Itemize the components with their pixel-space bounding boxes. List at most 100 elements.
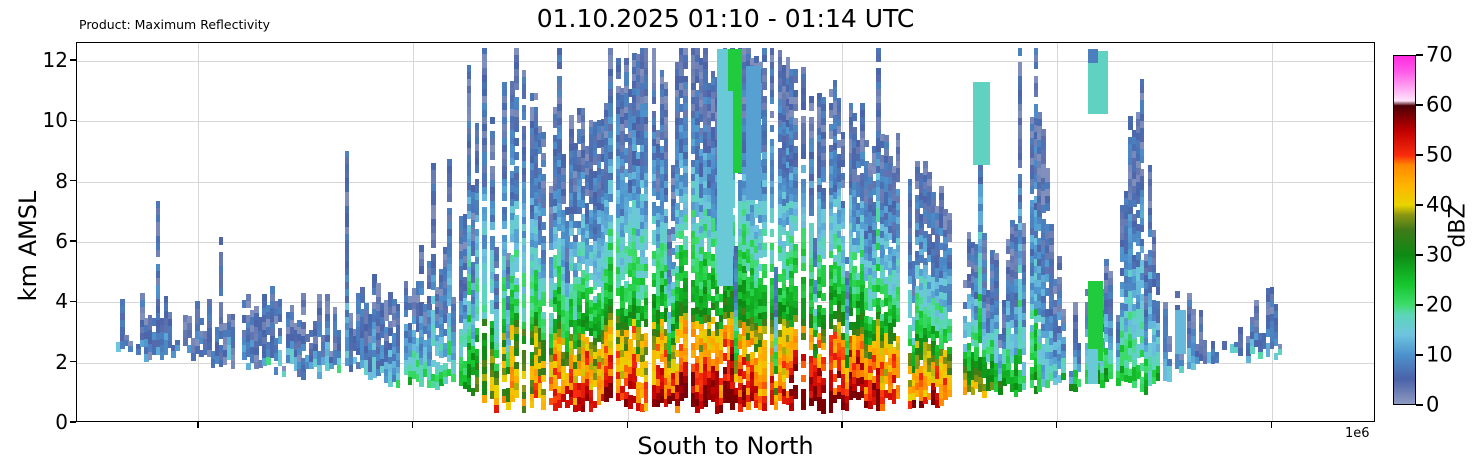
heatmap-cell (553, 163, 558, 171)
heatmap-cell (584, 188, 590, 197)
heatmap-cell (769, 215, 775, 224)
heatmap-cell (931, 298, 936, 306)
heatmap-cell (482, 263, 488, 271)
heatmap-cell (710, 176, 716, 184)
heatmap-cell (592, 136, 598, 144)
heatmap-cell (872, 383, 877, 391)
heatmap-cell (683, 166, 688, 174)
heatmap-cell (427, 330, 432, 339)
heatmap-cell (698, 317, 704, 325)
heatmap-cell (262, 336, 267, 345)
heatmap-cell (565, 248, 570, 256)
heatmap-cell (521, 259, 527, 267)
heatmap-cell (915, 181, 921, 189)
heatmap-cell (750, 197, 755, 206)
heatmap-cell (809, 243, 814, 252)
heatmap-cell (541, 173, 547, 182)
heatmap-cell (600, 386, 606, 395)
heatmap-cell (262, 351, 267, 360)
heatmap-cell (852, 148, 858, 156)
heatmap-cell (939, 277, 944, 286)
heatmap-cell (931, 347, 936, 356)
heatmap-cell (742, 392, 747, 401)
heatmap-cell (120, 298, 125, 307)
heatmap-cell (895, 251, 901, 260)
heatmap-cell (639, 103, 645, 112)
heatmap-cell (891, 179, 897, 188)
heatmap-cell (679, 146, 684, 154)
heatmap-cell (344, 330, 350, 338)
heatmap-cell (580, 404, 586, 413)
heatmap-cell (411, 288, 417, 296)
heatmap-cell (809, 321, 814, 329)
heatmap-cell (474, 249, 480, 258)
heatmap-cell (549, 256, 554, 265)
heatmap-cell (565, 386, 570, 394)
heatmap-cell (202, 338, 208, 348)
heatmap-cell (919, 179, 924, 187)
heatmap-cell (702, 371, 708, 379)
heatmap-cell (391, 305, 397, 314)
heatmap-cell (510, 178, 515, 187)
heatmap-cell (576, 340, 582, 348)
heatmap-cell (911, 274, 917, 283)
heatmap-cell (222, 350, 228, 358)
heatmap-cell (931, 390, 936, 398)
heatmap-cell (702, 54, 708, 63)
heatmap-cell (706, 223, 712, 232)
heatmap-cell (738, 243, 743, 251)
heatmap-cell (860, 341, 865, 350)
heatmap-cell (569, 143, 574, 152)
heatmap-cell (541, 159, 547, 168)
heatmap-cell (809, 292, 814, 301)
heatmap-cell (679, 386, 684, 395)
heatmap-cell (576, 277, 582, 285)
heatmap-cell (608, 82, 614, 91)
heatmap-cell (462, 339, 468, 348)
heatmap-cell (880, 161, 885, 170)
heatmap-cell (943, 279, 948, 287)
heatmap-cell (364, 352, 369, 361)
heatmap-cell (447, 326, 452, 335)
heatmap-cell (907, 380, 913, 388)
heatmap-cell (572, 369, 578, 377)
heatmap-cell (659, 180, 665, 189)
heatmap-cell (801, 332, 806, 341)
heatmap-cell (946, 361, 952, 369)
heatmap-cell (793, 103, 799, 112)
heatmap-cell (356, 341, 362, 349)
heatmap-cell (742, 54, 747, 63)
heatmap-cell (714, 385, 720, 393)
heatmap-cell (608, 250, 614, 258)
heatmap-cell (761, 75, 767, 83)
heatmap-cell (608, 131, 614, 140)
heatmap-cell (828, 370, 834, 378)
heatmap-cell (785, 203, 791, 211)
heatmap-cell (754, 365, 759, 373)
heatmap-cell (474, 384, 480, 392)
heatmap-cell (572, 156, 578, 165)
heatmap-cell (702, 272, 708, 281)
heatmap-cell (616, 337, 621, 345)
heatmap-cell (773, 324, 779, 332)
heatmap-cell (569, 333, 574, 342)
heatmap-cell (820, 195, 826, 203)
heatmap-cell (698, 198, 704, 206)
heatmap-cell (683, 82, 688, 91)
heatmap-cell (584, 294, 590, 303)
heatmap-cell (923, 355, 928, 363)
heatmap-cell (891, 291, 897, 299)
heatmap-cell (124, 335, 129, 342)
heatmap-cell (565, 255, 570, 263)
heatmap-cell (588, 328, 594, 336)
heatmap-cell (506, 352, 511, 361)
heatmap-cell (494, 329, 499, 337)
heatmap-cell (659, 194, 665, 203)
heatmap-cell (450, 317, 456, 326)
heatmap-cell (915, 355, 921, 363)
heatmap-cell (639, 292, 645, 300)
heatmap-cell (970, 331, 976, 340)
heatmap-cell (880, 203, 885, 211)
heatmap-cell (895, 335, 901, 344)
heatmap-cell (864, 224, 869, 233)
